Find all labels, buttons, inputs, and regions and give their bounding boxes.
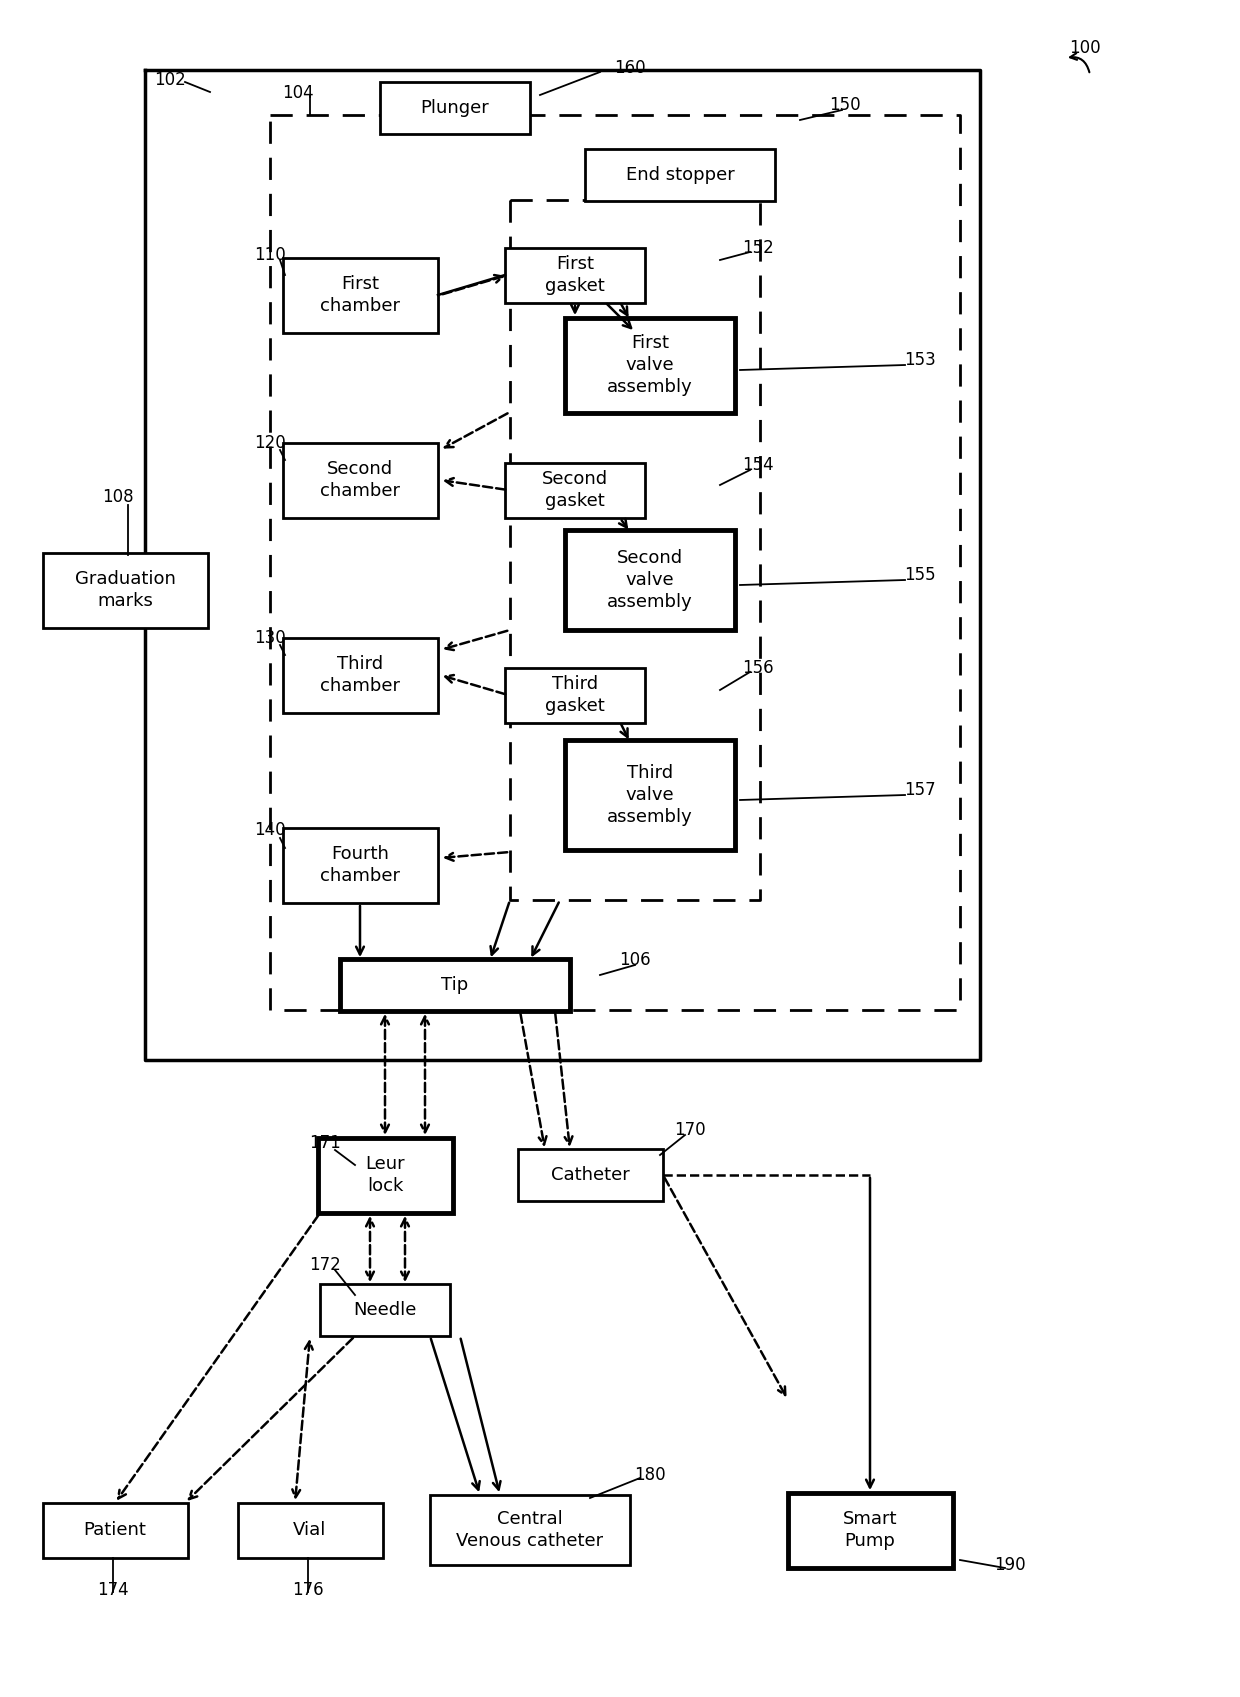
- Text: 140: 140: [254, 821, 285, 838]
- Text: 153: 153: [904, 351, 936, 368]
- Text: 155: 155: [904, 567, 936, 584]
- Text: Central
Venous catheter: Central Venous catheter: [456, 1510, 604, 1549]
- FancyBboxPatch shape: [505, 667, 645, 723]
- Text: 108: 108: [102, 489, 134, 506]
- Text: Needle: Needle: [353, 1302, 417, 1319]
- FancyBboxPatch shape: [585, 149, 775, 200]
- Text: Second
chamber: Second chamber: [320, 460, 401, 501]
- Text: 152: 152: [742, 239, 774, 256]
- Text: 172: 172: [309, 1256, 341, 1274]
- FancyBboxPatch shape: [42, 553, 207, 628]
- Text: 102: 102: [154, 71, 186, 88]
- Text: 171: 171: [309, 1134, 341, 1152]
- Text: 104: 104: [283, 83, 314, 102]
- Text: Vial: Vial: [294, 1521, 326, 1539]
- FancyBboxPatch shape: [505, 463, 645, 518]
- FancyBboxPatch shape: [787, 1492, 952, 1568]
- Text: Catheter: Catheter: [551, 1166, 630, 1185]
- Text: 130: 130: [254, 630, 286, 647]
- FancyBboxPatch shape: [317, 1137, 453, 1212]
- FancyBboxPatch shape: [565, 529, 735, 630]
- Text: Third
gasket: Third gasket: [546, 675, 605, 714]
- Text: 190: 190: [994, 1556, 1025, 1575]
- Text: 156: 156: [743, 658, 774, 677]
- Text: 174: 174: [97, 1582, 129, 1599]
- Text: 154: 154: [743, 456, 774, 473]
- FancyBboxPatch shape: [565, 740, 735, 850]
- Text: 150: 150: [830, 97, 861, 114]
- Text: Fourth
chamber: Fourth chamber: [320, 845, 401, 886]
- Text: Graduation
marks: Graduation marks: [74, 570, 175, 611]
- Text: Third
valve
assembly: Third valve assembly: [608, 764, 693, 826]
- Text: Second
gasket: Second gasket: [542, 470, 608, 511]
- FancyBboxPatch shape: [505, 248, 645, 302]
- Text: 160: 160: [614, 59, 646, 76]
- Text: 180: 180: [634, 1466, 666, 1483]
- Text: 157: 157: [904, 781, 936, 799]
- Text: Third
chamber: Third chamber: [320, 655, 401, 696]
- FancyBboxPatch shape: [379, 81, 529, 134]
- Text: 100: 100: [1069, 39, 1101, 58]
- Text: Plunger: Plunger: [420, 98, 490, 117]
- FancyBboxPatch shape: [283, 443, 438, 518]
- Text: End stopper: End stopper: [626, 166, 734, 183]
- FancyBboxPatch shape: [283, 828, 438, 903]
- Text: Patient: Patient: [83, 1521, 146, 1539]
- Text: 170: 170: [675, 1122, 706, 1139]
- FancyBboxPatch shape: [565, 317, 735, 412]
- Text: Smart
Pump: Smart Pump: [843, 1510, 898, 1549]
- FancyBboxPatch shape: [517, 1149, 662, 1201]
- FancyBboxPatch shape: [42, 1502, 187, 1558]
- FancyBboxPatch shape: [283, 638, 438, 713]
- FancyBboxPatch shape: [340, 959, 570, 1011]
- FancyBboxPatch shape: [283, 258, 438, 333]
- Text: Second
valve
assembly: Second valve assembly: [608, 548, 693, 611]
- FancyBboxPatch shape: [320, 1285, 450, 1336]
- Text: 106: 106: [619, 950, 651, 969]
- Text: 176: 176: [293, 1582, 324, 1599]
- Text: 110: 110: [254, 246, 286, 265]
- Text: Leur
lock: Leur lock: [366, 1156, 404, 1195]
- Text: First
gasket: First gasket: [546, 255, 605, 295]
- Text: First
chamber: First chamber: [320, 275, 401, 316]
- Text: First
valve
assembly: First valve assembly: [608, 334, 693, 395]
- Text: 120: 120: [254, 434, 286, 451]
- Text: Tip: Tip: [441, 976, 469, 994]
- FancyBboxPatch shape: [238, 1502, 382, 1558]
- FancyBboxPatch shape: [430, 1495, 630, 1565]
